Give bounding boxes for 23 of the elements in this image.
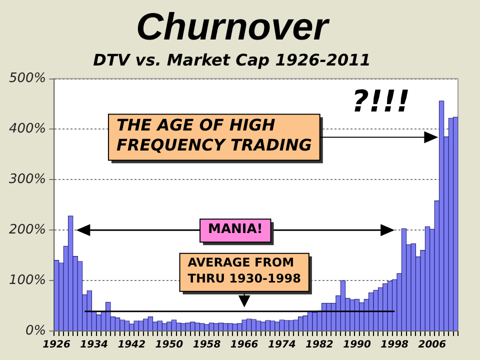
x-tick-label: 1950 <box>155 340 184 351</box>
x-tick-label: 1974 <box>268 340 296 351</box>
x-tick-label: 1998 <box>380 340 409 351</box>
y-tick-label: 0% <box>26 323 46 338</box>
annotation: AVERAGE FROM THRU 1930-1998 <box>188 255 301 286</box>
x-tick-label: 2006 <box>418 340 446 351</box>
x-tick-label: 1926 <box>42 340 70 351</box>
annotation: THE AGE OF HIGH FREQUENCY TRADING <box>116 115 312 154</box>
x-tick-label: 1966 <box>230 340 258 351</box>
y-tick-label: 100% <box>8 272 46 288</box>
annotation: MANIA! <box>208 222 263 237</box>
chart-title: Churnover <box>136 6 330 48</box>
y-tick-label: 500% <box>8 71 46 86</box>
x-tick-label: 1958 <box>192 340 221 351</box>
x-tick-label: 1982 <box>306 340 334 351</box>
x-tick-label: 1942 <box>118 340 146 351</box>
y-tick-label: 200% <box>8 222 46 238</box>
x-tick-label: 1934 <box>80 340 108 351</box>
annotation: ?!!! <box>352 84 410 120</box>
x-tick-label: 1990 <box>343 340 371 351</box>
chart-subtitle: DTV vs. Market Cap 1926-2011 <box>93 50 371 70</box>
y-tick-label: 300% <box>8 172 46 188</box>
y-tick-label: 400% <box>8 122 46 137</box>
